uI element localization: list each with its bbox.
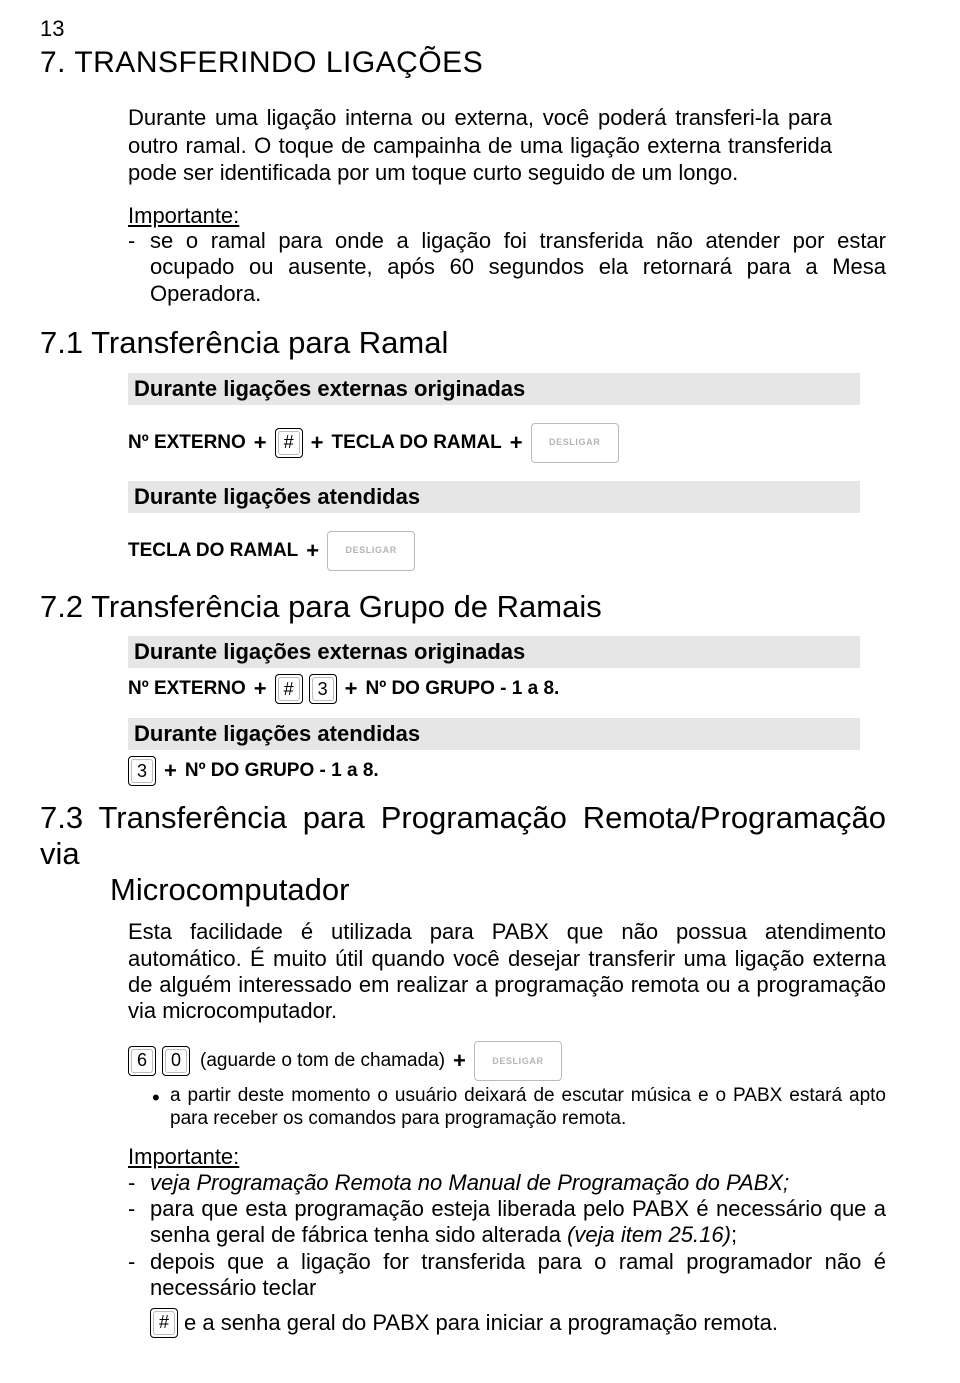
bullet-text: depois que a ligação for transferida par… xyxy=(150,1249,886,1302)
desligar-label: DESLIGAR xyxy=(345,545,396,555)
label-no-externo: Nº EXTERNO xyxy=(128,678,246,700)
bullet-row: - para que esta programação esteja liber… xyxy=(128,1196,886,1249)
key-3-icon: 3 xyxy=(128,756,156,786)
key-6-icon: 6 xyxy=(128,1046,156,1076)
sequence-7-1-a: Nº EXTERNO + # + TECLA DO RAMAL + DESLIG… xyxy=(128,423,860,463)
intro-paragraph: Durante uma ligação interna ou externa, … xyxy=(128,104,832,187)
sequence-7-3-tail: # e a senha geral do PABX para iniciar a… xyxy=(150,1308,860,1338)
sequence-7-2-b: 3 + Nº DO GRUPO - 1 a 8. xyxy=(128,756,860,786)
section-title-7-3-line1: 7.3 Transferência para Programação Remot… xyxy=(40,800,886,871)
key-desligar-icon: DESLIGAR xyxy=(327,531,415,571)
key-desligar-icon: DESLIGAR xyxy=(474,1041,562,1081)
key-hash-icon: # xyxy=(275,674,303,704)
bullet-dash: - xyxy=(128,1196,150,1249)
plus-icon: + xyxy=(252,430,269,456)
key-desligar-icon: DESLIGAR xyxy=(531,423,619,463)
sequence-7-1-b: TECLA DO RAMAL + DESLIGAR xyxy=(128,531,860,571)
bullet-part-a: para que esta programação esteja liberad… xyxy=(150,1196,886,1247)
wait-tone-note: (aguarde o tom de chamada) xyxy=(200,1050,445,1072)
important-bullets-1: - se o ramal para onde a ligação foi tra… xyxy=(128,228,886,307)
important-bullets-2: - veja Programação Remota no Manual de P… xyxy=(128,1170,886,1302)
section-title-7-3-line2: Microcomputador xyxy=(40,872,886,908)
key-3-icon: 3 xyxy=(309,674,337,704)
important-label-2: Importante: xyxy=(128,1144,832,1169)
desligar-label: DESLIGAR xyxy=(549,437,600,447)
bullet-part-b-italic: (veja item 25.16) xyxy=(567,1222,731,1247)
subheader-atendidas-2: Durante ligações atendidas xyxy=(128,718,860,750)
dot-bullet-text: a partir deste momento o usuário deixará… xyxy=(170,1085,886,1131)
key-hash-icon: # xyxy=(150,1308,178,1338)
label-tecla-ramal: TECLA DO RAMAL xyxy=(332,432,502,454)
bullet-text: se o ramal para onde a ligação foi trans… xyxy=(150,228,886,307)
plus-icon: + xyxy=(508,430,525,456)
section-title-7: 7. TRANSFERINDO LIGAÇÕES xyxy=(40,46,920,80)
page-number: 13 xyxy=(40,16,920,42)
subheader-ext-orig-1: Durante ligações externas originadas xyxy=(128,373,860,405)
bullet-dash: - xyxy=(128,228,150,307)
subheader-ext-orig-2: Durante ligações externas originadas xyxy=(128,636,860,668)
key-hash-icon: # xyxy=(275,428,303,458)
plus-icon: + xyxy=(252,676,269,702)
label-no-grupo: Nº DO GRUPO - 1 a 8. xyxy=(366,678,560,700)
section-7-3-paragraph: Esta facilidade é utilizada para PABX qu… xyxy=(128,919,886,1025)
dot-bullet-1: • a partir deste momento o usuário deixa… xyxy=(152,1085,886,1131)
plus-icon: + xyxy=(451,1048,468,1074)
bullet-dash: - xyxy=(128,1249,150,1302)
bullet-dash: - xyxy=(128,1170,150,1196)
bullet-part-c: ; xyxy=(731,1222,737,1247)
document-page: 13 7. TRANSFERINDO LIGAÇÕES Durante uma … xyxy=(0,0,960,1383)
bullet-row: - se o ramal para onde a ligação foi tra… xyxy=(128,228,886,307)
important-label-1: Importante: xyxy=(128,203,832,228)
label-no-externo: Nº EXTERNO xyxy=(128,432,246,454)
plus-icon: + xyxy=(343,676,360,702)
label-tecla-ramal: TECLA DO RAMAL xyxy=(128,540,298,562)
bullet-row: - depois que a ligação for transferida p… xyxy=(128,1249,886,1302)
sequence-7-2-a: Nº EXTERNO + # 3 + Nº DO GRUPO - 1 a 8. xyxy=(128,674,860,704)
section-title-7-3: 7.3 Transferência para Programação Remot… xyxy=(40,800,886,907)
tail-text: e a senha geral do PABX para iniciar a p… xyxy=(184,1310,778,1336)
section-title-7-2: 7.2 Transferência para Grupo de Ramais xyxy=(40,589,920,625)
sequence-7-3-a: 6 0 (aguarde o tom de chamada) + DESLIGA… xyxy=(128,1041,860,1081)
bullet-text-italic: veja Programação Remota no Manual de Pro… xyxy=(150,1170,886,1196)
label-no-grupo: Nº DO GRUPO - 1 a 8. xyxy=(185,760,379,782)
bullet-row: - veja Programação Remota no Manual de P… xyxy=(128,1170,886,1196)
plus-icon: + xyxy=(304,538,321,564)
plus-icon: + xyxy=(309,430,326,456)
bullet-dot-icon: • xyxy=(152,1085,170,1131)
subheader-atendidas-1: Durante ligações atendidas xyxy=(128,481,860,513)
bullet-text-mixed: para que esta programação esteja liberad… xyxy=(150,1196,886,1249)
key-0-icon: 0 xyxy=(162,1046,190,1076)
desligar-label: DESLIGAR xyxy=(492,1056,543,1066)
plus-icon: + xyxy=(162,758,179,784)
section-title-7-1: 7.1 Transferência para Ramal xyxy=(40,325,920,361)
